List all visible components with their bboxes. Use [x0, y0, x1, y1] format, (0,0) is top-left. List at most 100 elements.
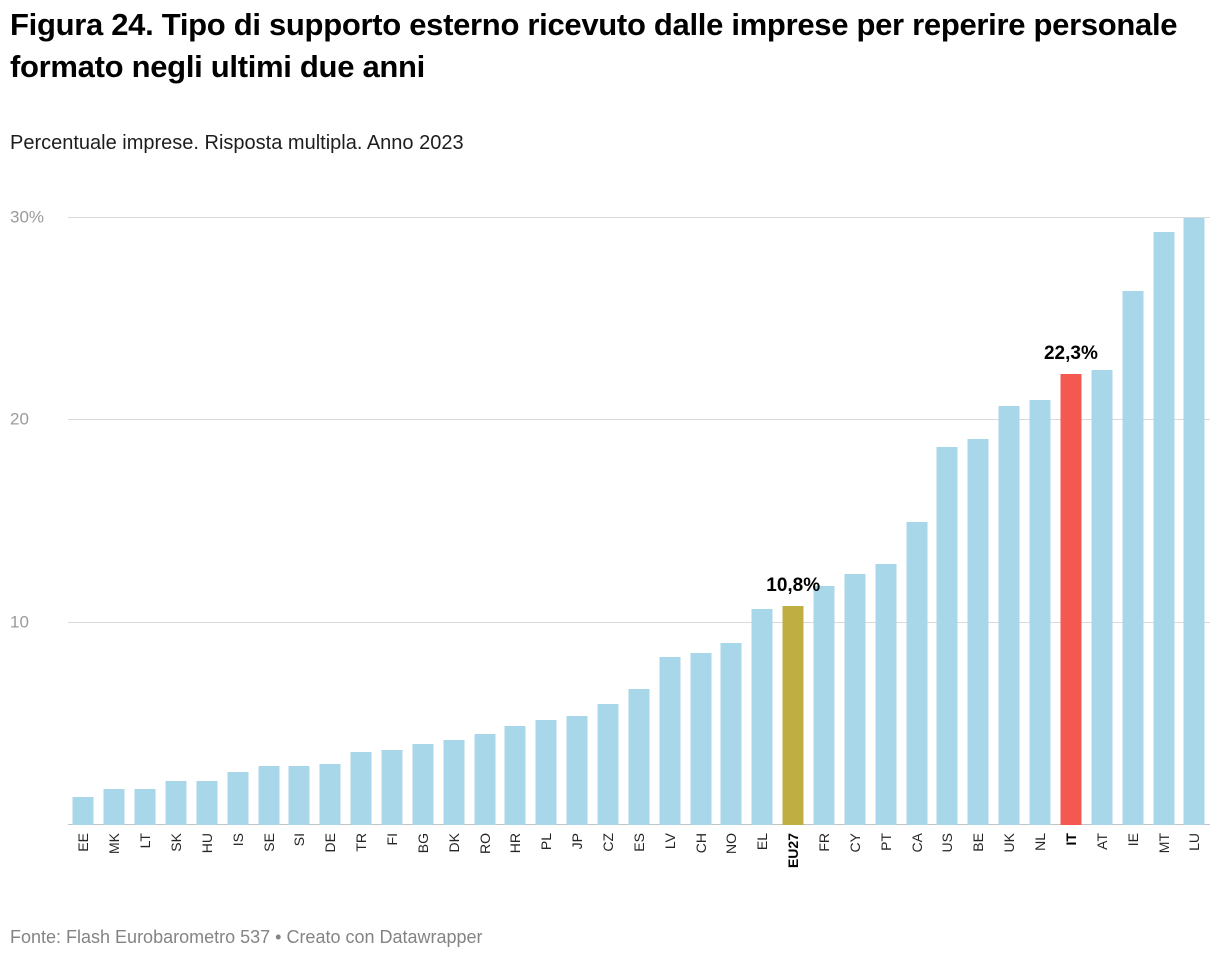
bar-EE	[72, 796, 94, 825]
bar-PT	[875, 564, 897, 825]
bar-slot-TR	[346, 218, 377, 825]
x-tick-SK: SK	[161, 833, 192, 907]
x-tick-label-UK: UK	[1001, 833, 1018, 853]
x-tick-TR: TR	[346, 833, 377, 907]
bar-slot-NL	[1025, 218, 1056, 825]
bar-slot-AT	[1086, 218, 1117, 825]
bar-BG	[412, 744, 434, 825]
x-tick-label-HU: HU	[198, 833, 215, 854]
x-tick-AT: AT	[1086, 833, 1117, 907]
x-tick-label-HR: HR	[507, 833, 524, 854]
x-tick-label-DE: DE	[322, 833, 339, 853]
bar-slot-EE	[68, 218, 99, 825]
bar-slot-CZ	[593, 218, 624, 825]
x-tick-EL: EL	[747, 833, 778, 907]
bar-SI	[288, 766, 310, 825]
bar-slot-CH	[685, 218, 716, 825]
bar-slot-MK	[99, 218, 130, 825]
x-tick-label-DK: DK	[445, 833, 462, 853]
x-tick-RO: RO	[469, 833, 500, 907]
bar-slot-NO	[716, 218, 747, 825]
gridline-30	[68, 217, 1210, 218]
x-tick-PL: PL	[531, 833, 562, 907]
bar-slot-JP	[562, 218, 593, 825]
chart-subtitle: Percentuale imprese. Risposta multipla. …	[10, 132, 464, 154]
x-tick-label-EL: EL	[754, 833, 771, 851]
x-tick-CA: CA	[901, 833, 932, 907]
bar-slot-ES	[623, 218, 654, 825]
bar-SE	[258, 766, 280, 825]
bar-slot-LT	[130, 218, 161, 825]
bar-IE	[1122, 290, 1144, 825]
x-tick-label-FR: FR	[816, 833, 833, 852]
x-tick-label-CY: CY	[846, 833, 863, 853]
bar-slot-CY	[839, 218, 870, 825]
bar-DE	[319, 764, 341, 825]
x-tick-label-CH: CH	[692, 833, 709, 854]
x-tick-JP: JP	[562, 833, 593, 907]
bar-UK	[998, 406, 1020, 825]
x-tick-HR: HR	[500, 833, 531, 907]
bar-HR	[504, 725, 526, 825]
bar-FR	[813, 586, 835, 825]
bar-slot-EL	[747, 218, 778, 825]
x-tick-BE: BE	[963, 833, 994, 907]
x-tick-LU: LU	[1179, 833, 1210, 907]
x-tick-MK: MK	[99, 833, 130, 907]
x-tick-label-NL: NL	[1032, 833, 1049, 851]
bar-LT	[134, 788, 156, 825]
x-tick-LV: LV	[654, 833, 685, 907]
x-tick-CY: CY	[839, 833, 870, 907]
x-tick-label-NO: NO	[723, 833, 740, 854]
bar-TR	[350, 752, 372, 825]
x-tick-label-US: US	[939, 833, 956, 853]
bar-slot-SI	[284, 218, 315, 825]
x-tick-FI: FI	[377, 833, 408, 907]
x-tick-DE: DE	[315, 833, 346, 907]
x-tick-FR: FR	[809, 833, 840, 907]
bar-slot-IT: 22,3%	[1044, 218, 1098, 825]
x-tick-SE: SE	[253, 833, 284, 907]
bar-chart: 10,8% 22,3% EE MK LT SK HU IS SE SI DE TR FI BG DK RO H…	[10, 208, 1210, 868]
x-tick-label-IT: IT	[1062, 833, 1079, 846]
bar-AT	[1091, 369, 1113, 825]
bars-container: 10,8% 22,3%	[68, 218, 1210, 825]
x-tick-label-MK: MK	[106, 833, 123, 854]
x-tick-BG: BG	[407, 833, 438, 907]
x-tick-label-ES: ES	[630, 833, 647, 852]
x-tick-HU: HU	[191, 833, 222, 907]
x-tick-MT: MT	[1148, 833, 1179, 907]
bar-slot-LV	[654, 218, 685, 825]
bar-DK	[443, 740, 465, 825]
x-tick-label-AT: AT	[1093, 833, 1110, 850]
x-tick-LT: LT	[130, 833, 161, 907]
bar-slot-DE	[315, 218, 346, 825]
x-tick-label-PL: PL	[538, 833, 555, 851]
x-axis-labels: EE MK LT SK HU IS SE SI DE TR FI BG DK RO HR PL JP CZ ES LV…	[68, 833, 1210, 907]
x-tick-CZ: CZ	[593, 833, 624, 907]
bar-MK	[103, 788, 125, 825]
bar-SK	[165, 780, 187, 825]
x-tick-label-SI: SI	[291, 833, 308, 847]
bar-slot-FI	[377, 218, 408, 825]
bar-slot-FR	[809, 218, 840, 825]
x-tick-UK: UK	[994, 833, 1025, 907]
x-tick-US: US	[932, 833, 963, 907]
bar-slot-IE	[1117, 218, 1148, 825]
bar-JP	[566, 715, 588, 825]
gridline-20	[68, 419, 1210, 421]
bar-PL	[535, 719, 557, 825]
x-tick-label-LV: LV	[661, 833, 678, 850]
bar-slot-MT	[1148, 218, 1179, 825]
x-tick-label-BE: BE	[970, 833, 987, 852]
bar-IS	[227, 772, 249, 825]
bar-HU	[196, 780, 218, 825]
bar-slot-SK	[161, 218, 192, 825]
x-tick-ES: ES	[623, 833, 654, 907]
bar-slot-EU27: 10,8%	[766, 218, 820, 825]
bar-RO	[474, 733, 496, 825]
x-tick-NO: NO	[716, 833, 747, 907]
bar-slot-CA	[901, 218, 932, 825]
bar-slot-HU	[191, 218, 222, 825]
bar-CZ	[597, 703, 619, 825]
